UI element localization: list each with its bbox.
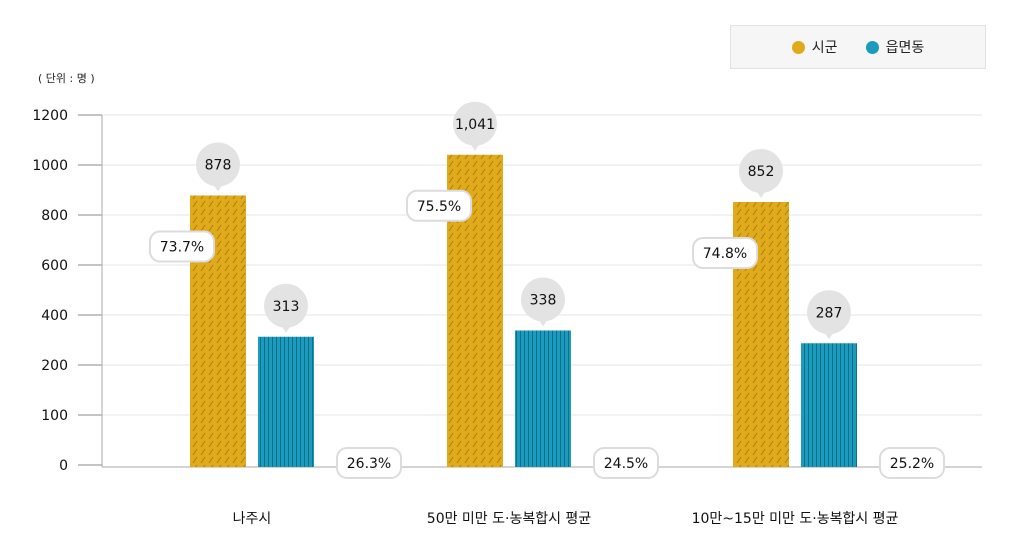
y-tick-label: 600 <box>41 258 68 274</box>
value-bubble <box>453 101 497 146</box>
y-tick-label: 100 <box>41 408 68 424</box>
value-bubble <box>521 277 565 322</box>
unit-label: ( 단위 : 명 ) <box>38 72 95 85</box>
share-label: 74.8% <box>703 246 747 262</box>
share-badge <box>336 447 402 479</box>
share-label: 26.3% <box>347 456 391 472</box>
y-tick-label: 800 <box>41 208 68 224</box>
bar-eupmyeondong <box>258 336 314 467</box>
legend-item-eupmyeondong: 읍면동 <box>865 37 925 57</box>
y-tick-label: 400 <box>41 308 68 324</box>
bar-eupmyeondong <box>801 343 857 467</box>
share-label: 24.5% <box>604 456 648 472</box>
y-tick-label: 1000 <box>32 158 68 174</box>
bar-eupmyeondong <box>515 330 571 467</box>
value-label: 287 <box>816 305 843 321</box>
share-badge <box>879 447 945 479</box>
value-bubble <box>264 283 308 328</box>
value-bubble <box>196 142 240 187</box>
legend-label-eupmyeondong: 읍면동 <box>885 40 925 56</box>
share-label: 75.5% <box>417 199 461 215</box>
share-badge <box>406 189 472 222</box>
value-label: 878 <box>205 158 232 174</box>
share-badge <box>593 447 659 479</box>
share-label: 25.2% <box>890 456 934 472</box>
value-label: 313 <box>273 299 300 315</box>
value-bubble <box>739 149 783 193</box>
y-tick-label: 200 <box>41 358 68 374</box>
value-label: 1,041 <box>455 117 495 133</box>
category-label: 나주시 <box>233 511 272 527</box>
value-bubble <box>807 290 851 335</box>
legend-item-sigun: 시군 <box>791 37 838 57</box>
legend-label-sigun: 시군 <box>811 40 838 56</box>
category-label: 50만 미만 도·농복합시 평균 <box>427 511 592 527</box>
share-label: 73.7% <box>160 240 204 256</box>
y-tick-label: 1200 <box>32 108 68 124</box>
value-label: 852 <box>748 164 775 180</box>
legend-swatch-eupmyeondong <box>865 40 879 54</box>
value-label: 338 <box>530 293 557 309</box>
legend-swatch-sigun <box>791 40 805 54</box>
share-badge <box>149 230 215 263</box>
category-label: 10만~15만 미만 도·농복합시 평균 <box>692 511 899 527</box>
share-badge <box>692 237 758 269</box>
y-tick-label: 0 <box>59 458 68 474</box>
legend: 시군 읍면동 <box>730 25 986 69</box>
